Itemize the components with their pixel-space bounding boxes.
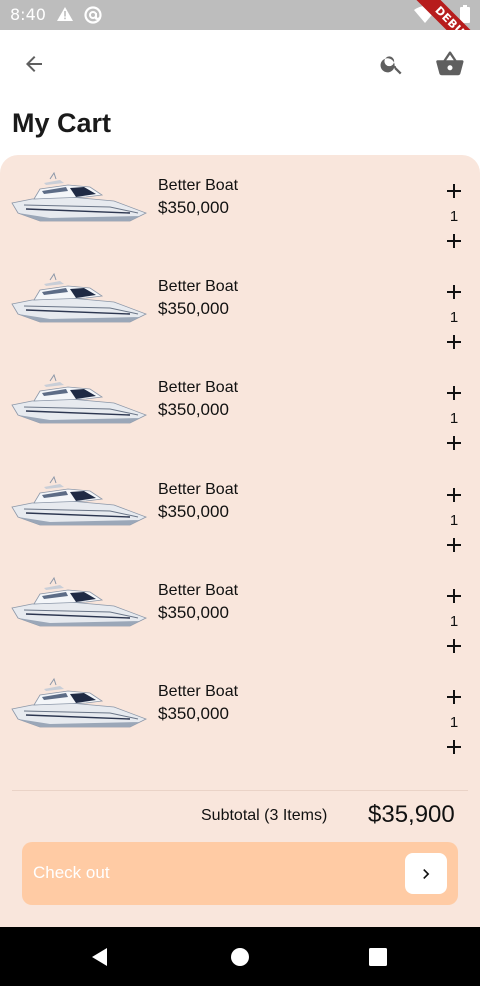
nav-recents-icon	[369, 948, 387, 966]
a-circle-icon	[84, 6, 102, 24]
cart-item: Better Boat $350,000 1	[0, 357, 480, 458]
item-name: Better Boat	[158, 683, 239, 700]
nav-home-icon	[231, 948, 249, 966]
item-price: $350,000	[158, 602, 229, 622]
item-quantity: 1	[449, 309, 459, 327]
yacht-image	[11, 677, 147, 728]
checkout-arrow-button[interactable]	[405, 853, 447, 894]
item-quantity: 1	[449, 410, 459, 428]
subtotal-value: $35,900	[368, 801, 455, 828]
increase-quantity-button[interactable]	[442, 431, 466, 455]
item-quantity: 1	[449, 612, 459, 630]
yacht-image	[11, 475, 147, 525]
item-price: $350,000	[158, 299, 229, 319]
increase-quantity-button[interactable]	[442, 685, 466, 709]
yacht-image	[11, 576, 147, 627]
item-name: Better Boat	[158, 480, 239, 498]
cart-item: Better Boat $350,000 1	[0, 661, 480, 762]
nav-back-button[interactable]	[84, 941, 116, 973]
back-arrow-icon	[26, 56, 42, 72]
cart-item: Better Boat $350,000 1	[0, 256, 480, 357]
item-name: Better Boat	[158, 177, 239, 194]
status-bar: 8:40	[0, 0, 480, 30]
nav-home-button[interactable]	[224, 941, 256, 973]
nav-recents-button[interactable]	[362, 941, 394, 973]
increase-quantity-button[interactable]	[442, 483, 466, 507]
yacht-image	[11, 374, 147, 424]
battery-icon	[460, 5, 470, 23]
cart-item: Better Boat $350,000 1	[0, 155, 480, 256]
item-price: $350,000	[158, 198, 229, 217]
item-price: $350,000	[158, 501, 229, 521]
alert-icon	[57, 7, 73, 21]
checkout-button[interactable]: Check out	[22, 842, 458, 905]
chevron-right-icon	[423, 868, 430, 879]
back-button[interactable]	[14, 44, 54, 84]
wifi-icon	[414, 6, 436, 23]
item-quantity: 1	[449, 208, 459, 225]
increase-quantity-button[interactable]	[442, 584, 466, 608]
increase-quantity-button[interactable]	[442, 634, 466, 658]
item-quantity: 1	[449, 714, 459, 731]
search-icon	[380, 56, 402, 75]
increase-quantity-button[interactable]	[442, 735, 466, 759]
increase-quantity-button[interactable]	[442, 229, 466, 253]
cart-item: Better Boat $350,000 1	[0, 459, 480, 560]
item-name: Better Boat	[158, 278, 239, 296]
subtotal-label: Subtotal (3 Items)	[201, 807, 328, 824]
item-price: $350,000	[158, 704, 229, 723]
increase-quantity-button[interactable]	[442, 330, 466, 354]
increase-quantity-button[interactable]	[442, 280, 466, 304]
item-price: $350,000	[158, 400, 229, 420]
app-bar	[0, 30, 480, 96]
basket-icon	[436, 51, 464, 76]
search-button[interactable]	[372, 44, 412, 84]
status-time: 8:40	[10, 5, 46, 24]
page-title: My Cart	[12, 108, 112, 138]
increase-quantity-button[interactable]	[442, 179, 466, 203]
divider	[12, 790, 468, 791]
item-name: Better Boat	[158, 581, 239, 599]
item-quantity: 1	[449, 511, 459, 529]
yacht-image	[11, 171, 147, 222]
cart-panel: Better Boat $350,000 1 Better Boat $350,…	[0, 155, 480, 927]
yacht-image	[11, 273, 147, 323]
item-name: Better Boat	[158, 379, 239, 397]
increase-quantity-button[interactable]	[442, 381, 466, 405]
cart-item: Better Boat $350,000 1	[0, 560, 480, 661]
nav-back-icon	[92, 948, 107, 966]
checkout-label: Check out	[33, 863, 110, 882]
nav-bar	[0, 927, 480, 986]
basket-button[interactable]	[430, 44, 470, 84]
increase-quantity-button[interactable]	[442, 533, 466, 557]
